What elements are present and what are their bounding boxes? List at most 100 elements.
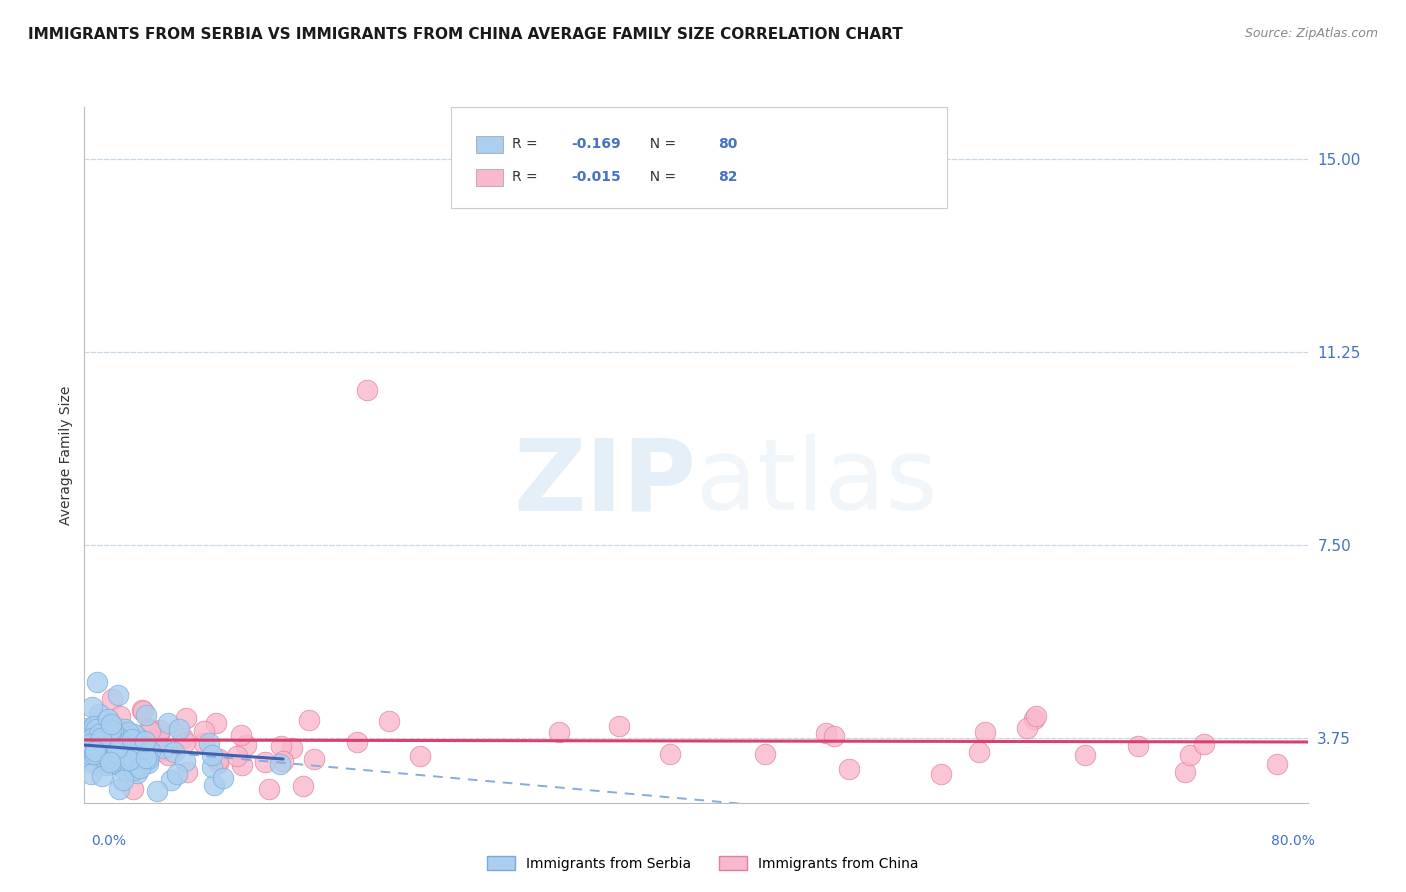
Point xyxy=(174,711,197,725)
Point xyxy=(124,727,146,741)
Point xyxy=(201,747,224,762)
Point xyxy=(98,728,121,742)
Point xyxy=(110,736,132,750)
Point xyxy=(205,753,228,767)
Point xyxy=(211,772,233,786)
Point xyxy=(84,722,107,736)
Point xyxy=(967,745,990,759)
Point xyxy=(87,727,110,741)
Point xyxy=(82,756,104,770)
Point xyxy=(174,754,197,768)
Point xyxy=(82,741,104,756)
Point xyxy=(112,727,135,741)
Point xyxy=(105,746,128,760)
Point xyxy=(408,749,430,764)
Point xyxy=(76,724,98,739)
Text: -0.015: -0.015 xyxy=(571,169,621,184)
Point xyxy=(105,741,128,756)
Text: ZIP: ZIP xyxy=(513,434,696,532)
Point xyxy=(77,736,100,750)
Point xyxy=(281,741,304,756)
Point xyxy=(108,731,131,745)
Point xyxy=(138,723,160,738)
Point xyxy=(117,725,139,739)
Point xyxy=(166,766,188,780)
FancyBboxPatch shape xyxy=(451,107,946,208)
Point xyxy=(77,739,100,753)
Point xyxy=(80,731,103,745)
Text: N =: N = xyxy=(641,136,681,151)
Point xyxy=(86,674,108,689)
Point xyxy=(156,748,179,763)
Point xyxy=(135,750,157,764)
Point xyxy=(1074,748,1097,763)
Point xyxy=(83,747,105,761)
Point xyxy=(79,737,101,751)
Point xyxy=(929,767,952,781)
Text: N =: N = xyxy=(641,169,681,184)
Point xyxy=(132,704,155,718)
Point xyxy=(378,714,401,729)
Point xyxy=(122,763,145,777)
Point xyxy=(114,723,136,737)
Point xyxy=(1192,738,1215,752)
Point xyxy=(231,758,253,772)
Point xyxy=(176,765,198,780)
Point xyxy=(105,723,128,737)
Point xyxy=(97,722,120,736)
Point xyxy=(118,730,141,744)
Point xyxy=(104,748,127,763)
Point xyxy=(167,723,190,737)
Text: -0.169: -0.169 xyxy=(571,136,621,151)
Point xyxy=(87,750,110,764)
Point xyxy=(138,744,160,758)
Point xyxy=(129,761,152,775)
Point xyxy=(201,760,224,774)
Point xyxy=(114,758,136,772)
Point xyxy=(101,754,124,768)
Point xyxy=(356,384,378,398)
Text: Source: ZipAtlas.com: Source: ZipAtlas.com xyxy=(1244,27,1378,40)
Point xyxy=(172,731,194,746)
Point xyxy=(76,736,98,750)
Point xyxy=(76,740,98,755)
Point xyxy=(607,719,630,733)
Point xyxy=(90,742,112,756)
Point xyxy=(974,724,997,739)
Point xyxy=(823,729,845,743)
Point xyxy=(77,722,100,736)
Point xyxy=(131,703,153,717)
Point xyxy=(100,717,122,731)
Point xyxy=(100,756,122,771)
Point xyxy=(205,715,228,730)
Point xyxy=(163,745,186,759)
Point xyxy=(754,747,776,761)
Text: 80.0%: 80.0% xyxy=(1271,834,1315,848)
Point xyxy=(89,750,111,764)
Point xyxy=(108,748,131,763)
Point xyxy=(207,756,229,771)
Point xyxy=(128,737,150,751)
Point xyxy=(150,744,173,758)
Text: 80: 80 xyxy=(718,136,737,151)
Point xyxy=(121,732,143,747)
Point xyxy=(129,752,152,766)
Point xyxy=(208,752,231,766)
Y-axis label: Average Family Size: Average Family Size xyxy=(59,385,73,524)
Point xyxy=(658,747,681,762)
Point xyxy=(83,719,105,733)
Point xyxy=(149,723,172,737)
Point xyxy=(134,734,156,748)
Point xyxy=(80,700,103,714)
Point xyxy=(193,723,215,738)
Point xyxy=(273,754,295,768)
Point xyxy=(302,752,325,766)
FancyBboxPatch shape xyxy=(475,136,503,153)
Point xyxy=(80,766,103,780)
Point xyxy=(146,730,169,744)
Point xyxy=(225,749,247,764)
Point xyxy=(174,735,197,749)
Point xyxy=(838,762,860,776)
Text: IMMIGRANTS FROM SERBIA VS IMMIGRANTS FROM CHINA AVERAGE FAMILY SIZE CORRELATION : IMMIGRANTS FROM SERBIA VS IMMIGRANTS FRO… xyxy=(28,27,903,42)
Point xyxy=(229,728,252,742)
